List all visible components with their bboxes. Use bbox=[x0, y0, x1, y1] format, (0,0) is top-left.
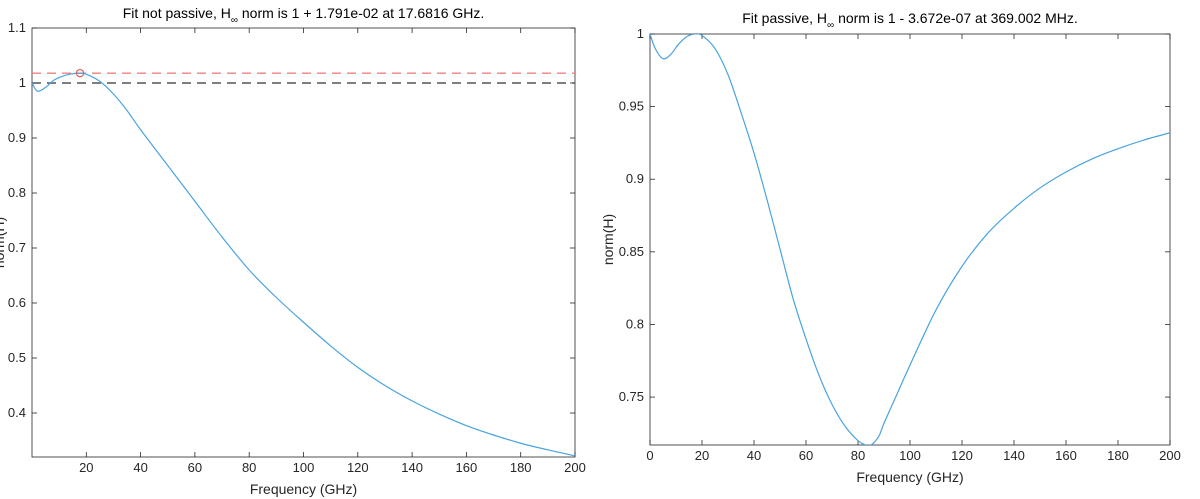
x-axis-label: Frequency (GHz) bbox=[250, 481, 357, 497]
x-tick-label: 100 bbox=[899, 448, 921, 463]
x-tick-label: 180 bbox=[1107, 448, 1129, 463]
chart-title: Fit not passive, H∞ norm is 1 + 1.791e-0… bbox=[123, 5, 485, 26]
x-tick-label: 60 bbox=[799, 448, 813, 463]
y-tick-label: 1.1 bbox=[8, 20, 26, 35]
chart-panel-1: 20 40 60 80 100 120 140 160 180 200 0.4 0.5 0.6 0.7 0.… bbox=[0, 5, 586, 497]
y-tick-label: 0.9 bbox=[626, 171, 644, 186]
y-tick-label: 0.95 bbox=[619, 99, 644, 114]
x-tick-label: 120 bbox=[951, 448, 973, 463]
x-axis-label: Frequency (GHz) bbox=[856, 469, 963, 485]
y-tick-label: 0.7 bbox=[8, 240, 26, 255]
y-tick-label: 0.9 bbox=[8, 130, 26, 145]
chart-title: Fit passive, H∞ norm is 1 - 3.672e-07 at… bbox=[742, 10, 1078, 31]
y-tick-label: 0.8 bbox=[626, 316, 644, 331]
x-tick-label: 0 bbox=[646, 448, 653, 463]
y-tick-label: 1 bbox=[637, 26, 644, 41]
title-text: Fit not passive, H bbox=[123, 5, 231, 21]
x-tick-label: 120 bbox=[347, 460, 369, 475]
marker-peak bbox=[75, 68, 85, 78]
y-tick-label: 0.8 bbox=[8, 185, 26, 200]
series-line-norm-h- bbox=[32, 72, 575, 457]
y-tick-label: 0.6 bbox=[8, 295, 26, 310]
x-tick-label: 180 bbox=[510, 460, 532, 475]
y-tick-label: 0.75 bbox=[619, 389, 644, 404]
x-tick-label: 100 bbox=[293, 460, 315, 475]
y-tick-label: 0.5 bbox=[8, 350, 26, 365]
x-tick-label: 40 bbox=[133, 460, 147, 475]
x-tick-label: 160 bbox=[456, 460, 478, 475]
x-tick-label: 140 bbox=[401, 460, 423, 475]
chart-panel-2: 0 20 40 60 80 100 120 140 160 180 200 0.75 0.8 0.85 0.… bbox=[600, 10, 1181, 485]
plot-area bbox=[649, 33, 1171, 446]
plot-area bbox=[31, 27, 576, 458]
title-subscript: ∞ bbox=[231, 15, 238, 26]
title-text-rest: norm is 1 - 3.672e-07 at 369.002 MHz. bbox=[834, 10, 1078, 26]
title-subscript: ∞ bbox=[827, 20, 834, 31]
y-tick-label: 1 bbox=[19, 75, 26, 90]
x-tick-label: 40 bbox=[747, 448, 761, 463]
x-tick-label: 200 bbox=[1159, 448, 1181, 463]
y-axis-label: norm(H) bbox=[0, 217, 7, 268]
series-line-norm-h- bbox=[650, 34, 1170, 445]
title-text-rest: norm is 1 + 1.791e-02 at 17.6816 GHz. bbox=[238, 5, 484, 21]
x-tick-label: 200 bbox=[564, 460, 586, 475]
y-tick-label: 0.85 bbox=[619, 244, 644, 259]
x-tick-label: 160 bbox=[1055, 448, 1077, 463]
y-axis-label: norm(H) bbox=[600, 214, 616, 265]
x-tick-label: 80 bbox=[851, 448, 865, 463]
x-tick-label: 60 bbox=[188, 460, 202, 475]
title-text: Fit passive, H bbox=[742, 10, 827, 26]
x-tick-label: 140 bbox=[1003, 448, 1025, 463]
x-tick-label: 20 bbox=[79, 460, 93, 475]
y-tick-label: 0.4 bbox=[8, 405, 26, 420]
x-tick-label: 80 bbox=[242, 460, 256, 475]
x-tick-label: 20 bbox=[695, 448, 709, 463]
